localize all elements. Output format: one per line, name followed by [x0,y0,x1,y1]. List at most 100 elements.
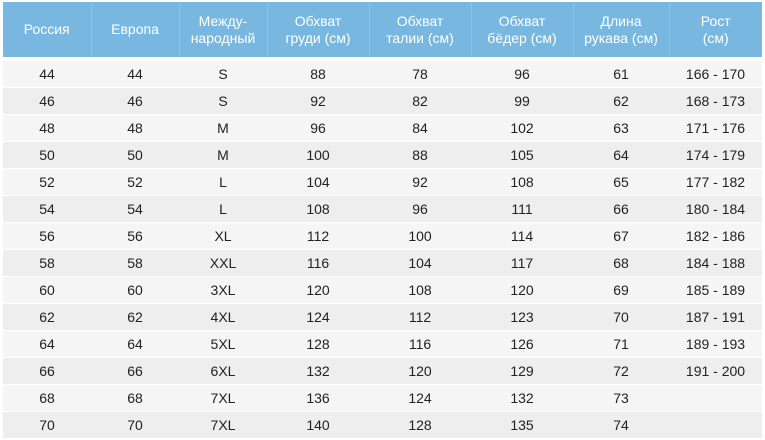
cell-russia: 52 [3,168,91,196]
table-row: 68 68 7XL 136 124 132 73 [3,384,762,412]
cell-europe: 66 [91,357,179,385]
table-row: 52 52 L 104 92 108 65 177 - 182 [3,168,762,196]
header-line: бёдер (см) [487,29,557,46]
cell-waist: 108 [369,276,471,304]
cell-sleeve-length: 74 [573,411,669,439]
cell-russia: 48 [3,114,91,142]
cell-international: XL [179,222,267,250]
cell-hips: 117 [471,249,573,277]
cell-hips: 123 [471,303,573,331]
cell-height: 189 - 193 [669,330,762,358]
cell-chest: 112 [267,222,369,250]
cell-international: XXL [179,249,267,277]
cell-russia: 56 [3,222,91,250]
table-row: 44 44 S 88 78 96 61 166 - 170 [3,61,762,88]
cell-waist: 96 [369,195,471,223]
cell-europe: 54 [91,195,179,223]
table-body: 44 44 S 88 78 96 61 166 - 170 46 46 S 92 82 99 62 168 -… [3,57,762,439]
cell-international: 7XL [179,384,267,412]
cell-europe: 44 [91,61,179,88]
cell-chest: 140 [267,411,369,439]
cell-sleeve-length: 67 [573,222,669,250]
cell-sleeve-length: 64 [573,141,669,169]
table-row: 46 46 S 92 82 99 62 168 - 173 [3,87,762,115]
cell-chest: 88 [267,61,369,88]
cell-hips: 102 [471,114,573,142]
cell-europe: 68 [91,384,179,412]
header-line: Рост [700,12,731,29]
header-line: Европа [111,21,159,37]
cell-europe: 56 [91,222,179,250]
cell-chest: 120 [267,276,369,304]
cell-height: 177 - 182 [669,168,762,196]
header-line: талии (см) [386,29,454,46]
header-line: Между- [198,12,248,29]
table-row: 60 60 3XL 120 108 120 69 185 - 189 [3,276,762,304]
header-hips: Обхват бёдер (см) [471,2,574,57]
header-sleeve-length: Длина рукава (см) [573,2,670,57]
cell-hips: 108 [471,168,573,196]
cell-chest: 92 [267,87,369,115]
header-international: Между-народный [179,2,268,57]
cell-height: 166 - 170 [669,61,762,88]
cell-chest: 128 [267,330,369,358]
cell-europe: 64 [91,330,179,358]
cell-russia: 62 [3,303,91,331]
cell-sleeve-length: 66 [573,195,669,223]
header-line: Россия [23,21,70,37]
cell-russia: 44 [3,61,91,88]
cell-sleeve-length: 62 [573,87,669,115]
cell-height: 185 - 189 [669,276,762,304]
cell-chest: 100 [267,141,369,169]
header-line: народный [190,29,256,46]
cell-sleeve-length: 70 [573,303,669,331]
cell-sleeve-length: 61 [573,61,669,88]
header-chest: Обхват груди (см) [267,2,370,57]
cell-sleeve-length: 69 [573,276,669,304]
cell-height: 174 - 179 [669,141,762,169]
cell-hips: 114 [471,222,573,250]
cell-height [669,384,762,412]
cell-europe: 58 [91,249,179,277]
cell-waist: 128 [369,411,471,439]
cell-waist: 112 [369,303,471,331]
cell-europe: 70 [91,411,179,439]
table-row: 70 70 7XL 140 128 135 74 [3,411,762,439]
cell-russia: 64 [3,330,91,358]
cell-hips: 99 [471,87,573,115]
cell-waist: 82 [369,87,471,115]
table-row: 48 48 M 96 84 102 63 171 - 176 [3,114,762,142]
cell-international: M [179,114,267,142]
cell-waist: 88 [369,141,471,169]
cell-waist: 116 [369,330,471,358]
cell-hips: 111 [471,195,573,223]
size-table: Россия Европа Между-народный Обхват груди (с… [3,2,762,439]
table-row: 56 56 XL 112 100 114 67 182 - 186 [3,222,762,250]
cell-international: S [179,61,267,88]
cell-height: 184 - 188 [669,249,762,277]
cell-hips: 120 [471,276,573,304]
cell-height: 191 - 200 [669,357,762,385]
header-waist: Обхват талии (см) [369,2,472,57]
cell-waist: 78 [369,61,471,88]
cell-chest: 108 [267,195,369,223]
cell-chest: 132 [267,357,369,385]
cell-international: 4XL [179,303,267,331]
cell-international: 3XL [179,276,267,304]
header-height: Рост (см) [669,2,762,57]
cell-waist: 120 [369,357,471,385]
cell-sleeve-length: 72 [573,357,669,385]
header-europe: Европа [91,2,180,57]
table-row: 66 66 6XL 132 120 129 72 191 - 200 [3,357,762,385]
cell-height: 171 - 176 [669,114,762,142]
table-row: 64 64 5XL 128 116 126 71 189 - 193 [3,330,762,358]
cell-height: 182 - 186 [669,222,762,250]
cell-hips: 135 [471,411,573,439]
cell-waist: 104 [369,249,471,277]
cell-sleeve-length: 63 [573,114,669,142]
cell-europe: 60 [91,276,179,304]
cell-international: L [179,195,267,223]
cell-sleeve-length: 71 [573,330,669,358]
cell-hips: 96 [471,61,573,88]
cell-hips: 129 [471,357,573,385]
